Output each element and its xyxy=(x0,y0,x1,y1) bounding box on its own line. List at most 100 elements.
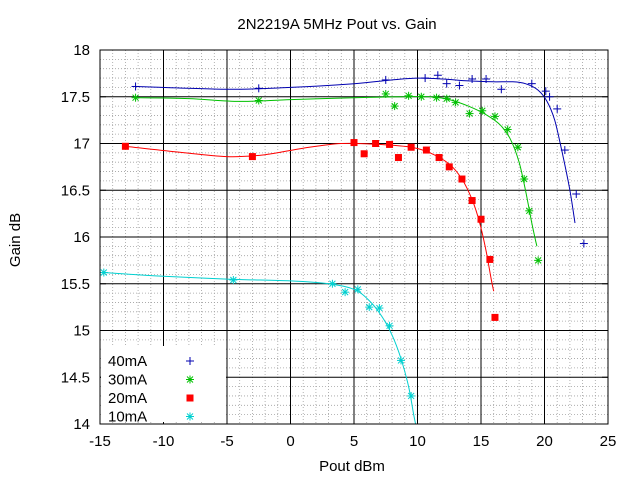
y-tick-label: 17 xyxy=(73,136,90,153)
x-tick-label: -10 xyxy=(153,433,175,450)
y-tick-label: 18 xyxy=(73,42,90,59)
y-axis-label: Gain dB xyxy=(7,213,24,267)
data-point-40ma xyxy=(455,81,464,90)
data-point-30ma xyxy=(381,89,390,98)
data-point-10ma xyxy=(100,268,108,277)
data-point-20ma xyxy=(350,139,358,147)
data-point-10ma xyxy=(229,276,238,285)
series-layer xyxy=(100,71,588,424)
data-point-40ma xyxy=(553,104,562,113)
x-tick-label: 0 xyxy=(286,433,294,450)
x-tick-label: 15 xyxy=(473,433,490,450)
legend-label-20ma: 20mA xyxy=(108,390,147,407)
data-point-40ma xyxy=(421,74,430,83)
data-point-20ma xyxy=(372,140,380,147)
data-point-40ma xyxy=(381,75,390,84)
data-point-40ma xyxy=(560,146,569,155)
legend-label-10ma: 10mA xyxy=(108,409,147,426)
data-point-40ma xyxy=(497,85,506,94)
x-tick-label: 25 xyxy=(600,433,617,450)
legend-marker-30ma xyxy=(186,375,194,384)
data-point-10ma xyxy=(353,285,362,294)
data-point-20ma xyxy=(422,146,430,154)
fit-line-30ma xyxy=(135,96,538,247)
data-point-10ma xyxy=(407,391,416,400)
data-point-20ma xyxy=(121,142,129,150)
x-tick-label: 5 xyxy=(350,433,358,450)
data-point-40ma xyxy=(572,189,581,198)
data-point-30ma xyxy=(478,106,487,115)
legend-label-40ma: 40mA xyxy=(108,353,147,370)
data-point-30ma xyxy=(442,94,451,103)
data-point-40ma xyxy=(527,79,536,88)
data-point-20ma xyxy=(477,215,485,223)
x-tick-label: 20 xyxy=(536,433,553,450)
data-point-20ma xyxy=(248,153,256,161)
x-tick-label: -15 xyxy=(89,433,111,450)
y-tick-label: 15 xyxy=(73,323,90,340)
series-10ma xyxy=(100,268,417,424)
data-point-40ma xyxy=(433,71,442,80)
data-point-40ma xyxy=(442,79,451,88)
legend-label-30ma: 30mA xyxy=(108,372,147,389)
data-point-30ma xyxy=(404,91,413,100)
y-tick-label: 16 xyxy=(73,229,90,246)
legend-background xyxy=(101,346,226,422)
data-point-20ma xyxy=(386,140,394,148)
data-point-30ma xyxy=(432,93,441,102)
fit-line-20ma xyxy=(125,142,495,292)
data-point-40ma xyxy=(482,74,491,83)
series-30ma xyxy=(131,89,543,265)
data-point-40ma xyxy=(254,84,263,93)
series-40ma xyxy=(131,71,588,248)
x-tick-label: -5 xyxy=(220,433,233,450)
data-point-20ma xyxy=(486,255,494,263)
data-point-40ma xyxy=(541,87,550,96)
x-tick-label: 10 xyxy=(409,433,426,450)
data-point-10ma xyxy=(396,356,405,365)
data-point-20ma xyxy=(468,197,476,205)
data-point-10ma xyxy=(341,288,350,297)
legend-marker-10ma xyxy=(186,412,194,421)
y-tick-label: 14 xyxy=(73,416,90,433)
data-point-30ma xyxy=(490,112,499,121)
y-tick-label: 14.5 xyxy=(61,369,90,386)
data-point-10ma xyxy=(328,279,337,288)
data-point-20ma xyxy=(407,143,415,151)
data-point-20ma xyxy=(360,150,368,158)
y-tick-label: 17.5 xyxy=(61,89,90,106)
x-axis-label: Pout dBm xyxy=(319,458,385,475)
data-point-20ma xyxy=(491,313,499,321)
data-point-30ma xyxy=(520,175,529,184)
chart-title: 2N2219A 5MHz Pout vs. Gain xyxy=(237,16,436,33)
data-point-10ma xyxy=(365,303,374,312)
data-point-30ma xyxy=(390,102,399,111)
data-point-40ma xyxy=(545,92,554,101)
data-point-40ma xyxy=(131,82,140,91)
data-point-30ma xyxy=(513,143,522,152)
data-point-20ma xyxy=(458,175,466,183)
data-point-30ma xyxy=(131,93,140,102)
legend-marker-40ma xyxy=(186,357,194,365)
data-point-40ma xyxy=(579,239,588,248)
data-point-30ma xyxy=(503,125,512,134)
tick-labels: -15 -10 -5 0 5 10 15 20 25 14 14.5 15 15.5 16 16.5 17 17… xyxy=(61,42,617,450)
data-point-30ma xyxy=(254,96,263,105)
fit-line-10ma xyxy=(103,272,417,424)
data-point-40ma xyxy=(468,74,477,83)
data-point-20ma xyxy=(394,154,402,162)
data-point-30ma xyxy=(525,206,534,215)
data-point-30ma xyxy=(465,109,474,118)
fit-line-40ma xyxy=(135,77,576,224)
data-point-20ma xyxy=(445,163,453,171)
data-point-10ma xyxy=(385,321,394,330)
legend-marker-20ma xyxy=(186,394,194,402)
series-20ma xyxy=(121,139,499,321)
y-tick-label: 16.5 xyxy=(61,182,90,199)
y-tick-label: 15.5 xyxy=(61,276,90,293)
data-point-30ma xyxy=(417,92,426,101)
data-point-30ma xyxy=(451,98,460,107)
tick-marks xyxy=(99,49,609,425)
